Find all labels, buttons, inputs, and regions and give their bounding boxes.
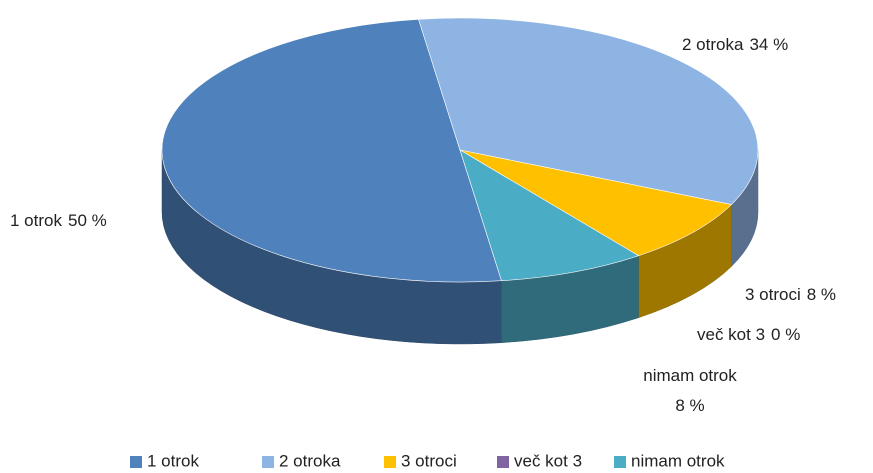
pie-slice [162, 18, 502, 283]
legend-swatch [497, 456, 509, 468]
data-label-value: 8 % [675, 396, 704, 415]
data-label-value: 8 % [807, 285, 836, 304]
pie-slice [459, 149, 640, 282]
data-label-category: 1 otrok [10, 211, 62, 230]
legend-label: 2 otroka [279, 451, 341, 470]
legend-swatch [262, 456, 274, 468]
pie-slice [418, 17, 759, 205]
data-label-category: nimam otrok [643, 366, 737, 385]
data-label: več kot 3 0 % [697, 325, 800, 344]
data-label-category: 2 otroka [682, 35, 744, 54]
legend-label: nimam otrok [631, 451, 725, 470]
data-label-value: 34 % [749, 35, 788, 54]
legend-label: več kot 3 [514, 451, 582, 470]
data-label: 1 otrok 50 % [10, 211, 107, 230]
legend-label: 3 otroci [401, 451, 457, 470]
data-label-category: 3 otroci [745, 285, 801, 304]
data-label: 2 otroka 34 % [682, 35, 788, 54]
legend-label: 1 otrok [147, 451, 199, 470]
data-label-category: več kot 3 [697, 325, 765, 344]
legend-swatch [614, 456, 626, 468]
legend-swatch [384, 456, 396, 468]
data-label: 3 otroci 8 % [745, 285, 836, 304]
data-label: nimam otrok 8 % [643, 366, 737, 415]
pie-slice [459, 149, 733, 257]
data-label-value: 0 % [771, 325, 800, 344]
data-label-value: 50 % [68, 211, 107, 230]
legend-swatch [130, 456, 142, 468]
